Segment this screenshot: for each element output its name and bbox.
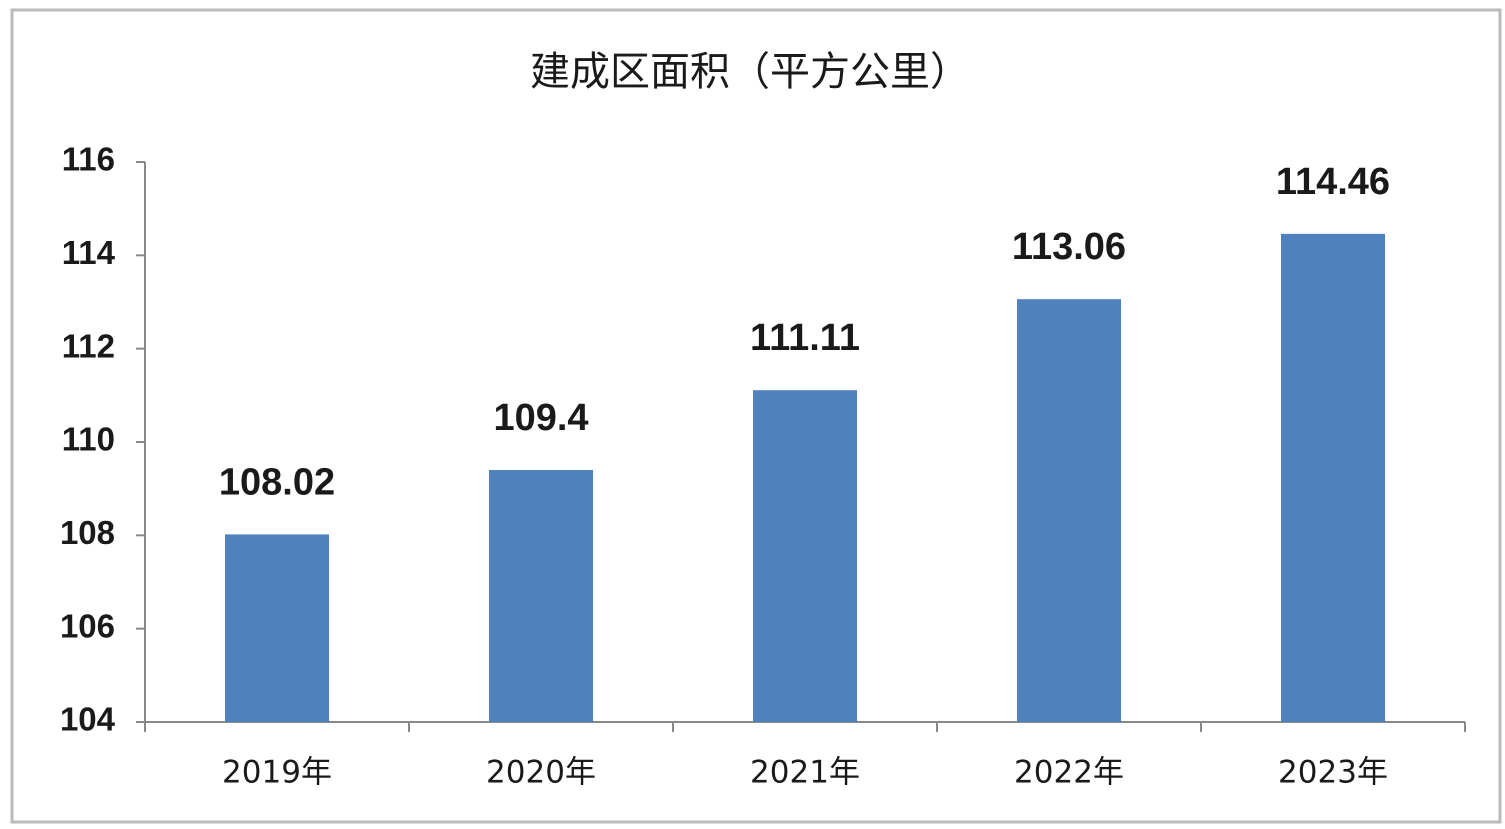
bar bbox=[1017, 299, 1121, 722]
y-tick-label: 114 bbox=[62, 234, 116, 271]
x-tick-label: 2019年 bbox=[222, 755, 332, 791]
y-tick-label: 104 bbox=[60, 701, 116, 738]
y-tick-label: 112 bbox=[62, 327, 115, 364]
x-tick-label: 2023年 bbox=[1278, 755, 1388, 791]
y-tick-label: 108 bbox=[60, 514, 115, 551]
value-label: 109.4 bbox=[493, 397, 588, 439]
bar bbox=[753, 390, 857, 722]
chart-title: 建成区面积（平方公里） bbox=[530, 49, 970, 95]
x-tick-label: 2022年 bbox=[1014, 755, 1124, 791]
value-label: 108.02 bbox=[219, 461, 335, 503]
y-tick-label: 106 bbox=[60, 607, 115, 644]
bar bbox=[225, 534, 329, 722]
y-tick-label: 116 bbox=[62, 141, 115, 178]
value-label: 114.46 bbox=[1276, 161, 1390, 203]
bar bbox=[489, 470, 593, 722]
x-tick-label: 2020年 bbox=[486, 755, 596, 791]
y-tick-label: 110 bbox=[62, 421, 115, 458]
bar bbox=[1281, 233, 1385, 722]
value-label: 111.11 bbox=[750, 317, 860, 359]
x-tick-label: 2021年 bbox=[750, 755, 860, 791]
value-label: 113.06 bbox=[1012, 226, 1126, 268]
